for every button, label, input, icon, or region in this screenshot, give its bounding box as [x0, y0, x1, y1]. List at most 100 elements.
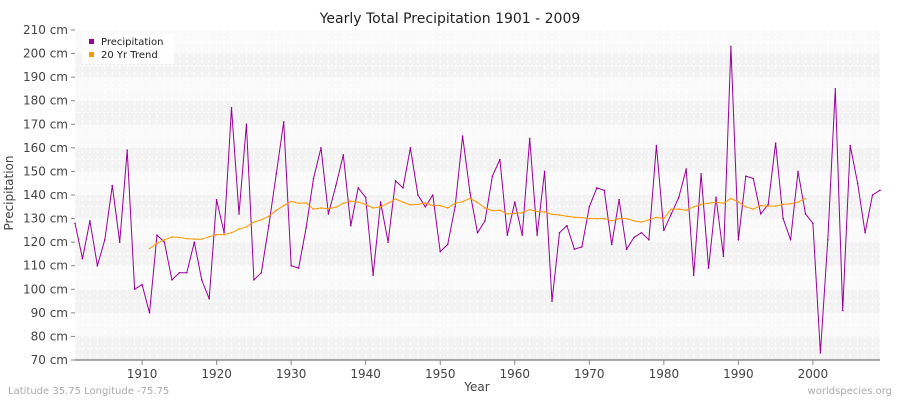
data-point-trend: [595, 217, 598, 220]
data-point-trend: [424, 202, 427, 204]
data-point-trend: [417, 203, 419, 206]
data-point-precipitation: [581, 246, 583, 248]
data-point-trend: [372, 207, 374, 209]
data-point-precipitation: [454, 205, 456, 208]
data-point-precipitation: [364, 196, 367, 199]
data-point-trend: [290, 200, 292, 203]
data-point-trend: [581, 216, 583, 219]
data-point-precipitation: [752, 177, 755, 180]
data-point-precipitation: [700, 172, 702, 175]
data-point-precipitation: [603, 189, 606, 192]
y-tick-label: 190 cm: [23, 70, 68, 84]
data-point-trend: [685, 209, 688, 212]
data-point-precipitation: [528, 137, 531, 140]
data-point-precipitation: [663, 229, 665, 232]
data-point-precipitation: [730, 45, 732, 48]
data-point-precipitation: [171, 279, 173, 281]
data-point-precipitation: [618, 198, 620, 201]
plot-band: [75, 30, 880, 54]
data-point-precipitation: [245, 123, 248, 126]
data-point-trend: [484, 207, 486, 209]
data-point-trend: [439, 204, 442, 207]
data-point-precipitation: [126, 149, 128, 152]
data-point-precipitation: [648, 238, 650, 241]
data-point-precipitation: [141, 283, 143, 286]
data-point-precipitation: [827, 238, 829, 241]
data-point-precipitation: [439, 250, 442, 253]
footer-source: worldspecies.org: [808, 386, 892, 397]
y-tick-label: 180 cm: [23, 94, 68, 108]
data-point-trend: [282, 204, 285, 207]
data-point-precipitation: [111, 184, 114, 187]
data-point-trend: [327, 207, 330, 210]
data-point-precipitation: [193, 241, 196, 243]
data-point-precipitation: [595, 187, 598, 189]
data-point-precipitation: [409, 147, 412, 149]
data-point-trend: [782, 203, 784, 206]
data-point-trend: [745, 205, 747, 208]
data-point-precipitation: [74, 222, 76, 225]
data-point-trend: [178, 236, 181, 239]
data-point-trend: [789, 202, 792, 205]
data-point-trend: [245, 226, 248, 228]
legend: Precipitation 20 Yr Trend: [82, 34, 174, 64]
data-point-precipitation: [156, 234, 158, 236]
data-point-precipitation: [357, 187, 360, 189]
y-tick-label: 160 cm: [23, 141, 68, 155]
data-point-precipitation: [104, 238, 106, 241]
data-point-precipitation: [506, 234, 509, 236]
x-tick-label: 1950: [425, 367, 456, 381]
data-point-precipitation: [178, 271, 181, 274]
data-point-precipitation: [774, 142, 777, 144]
data-point-trend: [357, 201, 360, 203]
plot-band: [75, 53, 880, 78]
data-point-precipitation: [133, 288, 136, 291]
data-point-trend: [305, 202, 307, 204]
data-point-trend: [335, 206, 337, 209]
data-point-trend: [163, 238, 166, 241]
x-tick-label: 1930: [276, 367, 307, 381]
data-point-trend: [476, 201, 479, 204]
data-point-trend: [566, 215, 568, 218]
data-point-precipitation: [469, 191, 471, 194]
plot-band: [75, 77, 880, 101]
data-point-trend: [499, 209, 501, 212]
data-point-trend: [648, 218, 650, 221]
data-point-trend: [312, 208, 315, 210]
data-point-precipitation: [834, 88, 837, 90]
data-point-trend: [402, 201, 404, 203]
data-point-precipitation: [223, 231, 225, 234]
data-point-precipitation: [461, 135, 464, 137]
data-point-precipitation: [812, 222, 814, 225]
data-point-trend: [625, 217, 628, 220]
data-point-trend: [573, 216, 576, 218]
data-point-precipitation: [372, 274, 374, 276]
data-point-precipitation: [767, 203, 769, 206]
y-axis-label: Precipitation: [2, 155, 16, 230]
plot-band: [75, 100, 880, 125]
y-tick-label: 140 cm: [23, 188, 68, 202]
y-tick-label: 200 cm: [23, 47, 68, 61]
data-point-precipitation: [484, 220, 486, 222]
data-point-precipitation: [253, 279, 255, 281]
data-point-trend: [454, 202, 456, 205]
data-point-precipitation: [610, 243, 613, 246]
data-point-precipitation: [431, 194, 434, 196]
data-point-precipitation: [707, 267, 710, 269]
data-point-trend: [715, 201, 717, 203]
data-point-precipitation: [521, 234, 524, 236]
data-point-trend: [394, 198, 397, 200]
data-point-trend: [528, 208, 531, 211]
data-point-precipitation: [759, 213, 762, 215]
data-point-precipitation: [864, 231, 866, 234]
data-point-precipitation: [297, 267, 300, 269]
data-point-precipitation: [200, 279, 203, 281]
data-point-precipitation: [573, 248, 576, 251]
data-point-trend: [797, 201, 799, 203]
data-point-trend: [640, 221, 643, 223]
x-tick-label: 1980: [649, 367, 680, 381]
data-point-precipitation: [856, 182, 859, 185]
data-point-precipitation: [782, 217, 784, 220]
data-point-trend: [379, 205, 382, 208]
